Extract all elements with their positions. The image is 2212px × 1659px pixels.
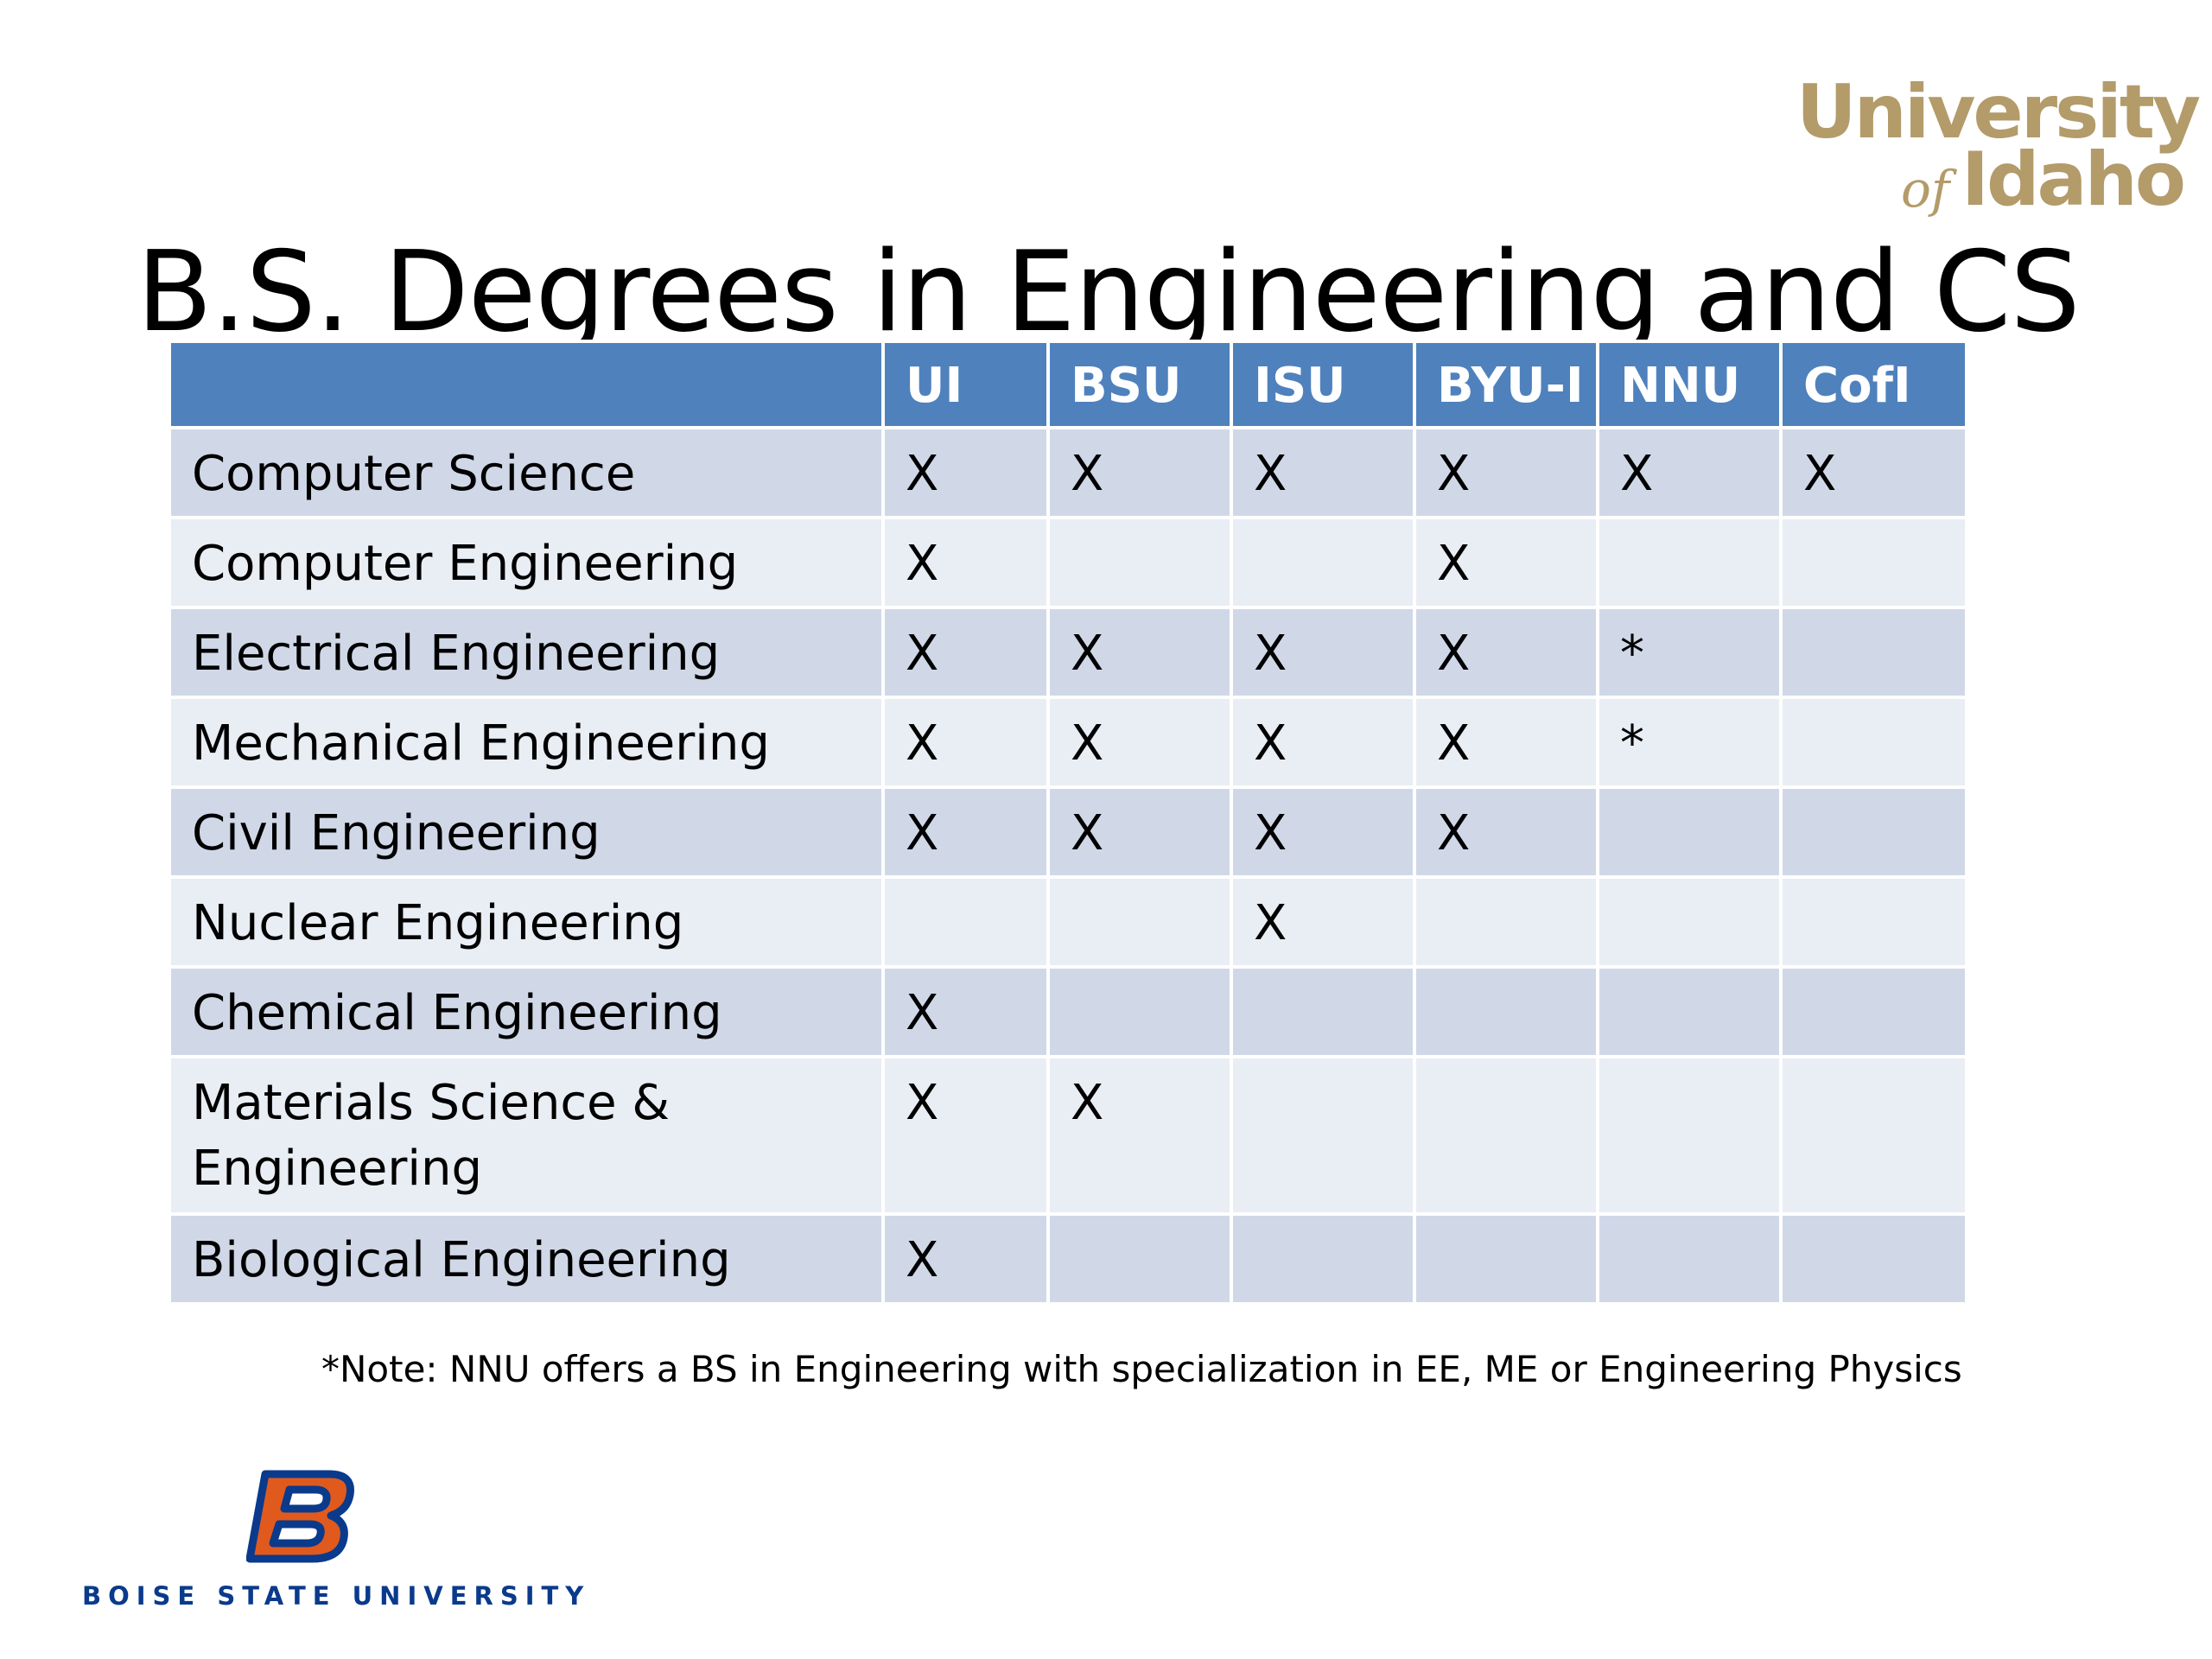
table-cell: X (1413, 426, 1599, 519)
table-cell: X (881, 426, 1050, 519)
table-cell: X (1230, 696, 1416, 789)
table-cell: X (1046, 785, 1233, 879)
table-cell: * (1596, 696, 1783, 789)
table-cell (1779, 875, 1968, 969)
degree-name: Electrical Engineering (168, 606, 885, 699)
table-cell: X (1230, 606, 1416, 699)
table-cell (1596, 1212, 1783, 1306)
table-cell: X (1413, 516, 1599, 609)
logo-idaho-word: Idaho (1961, 137, 2186, 223)
table-cell: X (1596, 426, 1783, 519)
table-cell (1596, 785, 1783, 879)
table-cell: X (1046, 426, 1233, 519)
table-cell: X (881, 965, 1050, 1058)
table-cell (1596, 516, 1783, 609)
table-cell (1230, 965, 1416, 1058)
table-row: Computer Science X X X X X X (168, 426, 1968, 519)
table-row: Civil Engineering X X X X (168, 785, 1968, 879)
table-cell: X (1046, 696, 1233, 789)
table-cell: * (1596, 606, 1783, 699)
table-cell (1779, 516, 1968, 609)
header-cell-isu: ISU (1230, 340, 1416, 429)
table-cell (1413, 1212, 1599, 1306)
degree-name: Materials Science & Engineering (168, 1055, 885, 1216)
table-cell: X (1046, 606, 1233, 699)
degree-name: Mechanical Engineering (168, 696, 885, 789)
header-cell-cofi: CofI (1779, 340, 1968, 429)
table-row: Computer Engineering X X (168, 516, 1968, 609)
header-cell-nnu: NNU (1596, 340, 1783, 429)
table-cell: X (881, 1212, 1050, 1306)
header-cell-bsu: BSU (1046, 340, 1233, 429)
boise-state-logo: BOISE STATE UNIVERSITY (82, 1469, 583, 1616)
boise-state-wordmark: BOISE STATE UNIVERSITY (82, 1581, 591, 1611)
footnote: *Note: NNU offers a BS in Engineering wi… (321, 1348, 1962, 1390)
table-cell: X (1046, 1055, 1233, 1216)
boise-state-b-icon (246, 1470, 354, 1563)
table-row: Materials Science & Engineering X X (168, 1055, 1968, 1216)
degree-name: Computer Engineering (168, 516, 885, 609)
table-cell (881, 875, 1050, 969)
table-cell (1779, 965, 1968, 1058)
degree-name: Chemical Engineering (168, 965, 885, 1058)
table-cell: X (881, 606, 1050, 699)
header-cell-ui: UI (881, 340, 1050, 429)
table-cell (1596, 965, 1783, 1058)
table-cell: X (1230, 426, 1416, 519)
table-cell (1046, 965, 1233, 1058)
table-cell (1230, 1212, 1416, 1306)
table-cell: X (881, 516, 1050, 609)
table-row: Chemical Engineering X (168, 965, 1968, 1058)
logo-of-word: of (1901, 160, 1950, 219)
header-cell-byui: BYU-I (1413, 340, 1599, 429)
table-cell (1413, 1055, 1599, 1216)
table-cell (1046, 1212, 1233, 1306)
degree-name: Civil Engineering (168, 785, 885, 879)
degrees-table: UI BSU ISU BYU-I NNU CofI Computer Scien… (168, 340, 1968, 1306)
table-row: Mechanical Engineering X X X X * (168, 696, 1968, 789)
table-cell (1779, 1212, 1968, 1306)
table-cell: X (1413, 696, 1599, 789)
table-cell: X (1230, 785, 1416, 879)
table-cell: X (881, 696, 1050, 789)
table-cell (1046, 875, 1233, 969)
table-cell: X (1779, 426, 1968, 519)
table-cell: X (881, 1055, 1050, 1216)
header-cell-blank (168, 340, 885, 429)
table-row: Biological Engineering X (168, 1212, 1968, 1306)
slide-title: B.S. Degrees in Engineering and CS (137, 227, 2081, 357)
degree-name: Computer Science (168, 426, 885, 519)
table-row: Nuclear Engineering X (168, 875, 1968, 969)
degree-name: Biological Engineering (168, 1212, 885, 1306)
table-cell (1230, 1055, 1416, 1216)
table-cell: X (1413, 606, 1599, 699)
table-cell (1779, 696, 1968, 789)
table-cell (1230, 516, 1416, 609)
table-cell (1779, 606, 1968, 699)
table-cell: X (1230, 875, 1416, 969)
table-cell (1413, 965, 1599, 1058)
table-cell (1046, 516, 1233, 609)
logo-university-word: University (1796, 69, 2201, 156)
degree-name: Nuclear Engineering (168, 875, 885, 969)
table-row: Electrical Engineering X X X X * (168, 606, 1968, 699)
table-cell (1779, 785, 1968, 879)
university-of-idaho-logo: University of Idaho (1796, 69, 2203, 225)
table-cell: X (1413, 785, 1599, 879)
table-cell: X (881, 785, 1050, 879)
table-cell (1413, 875, 1599, 969)
table-cell (1596, 1055, 1783, 1216)
table-cell (1596, 875, 1783, 969)
table-cell (1779, 1055, 1968, 1216)
table-header-row: UI BSU ISU BYU-I NNU CofI (168, 340, 1968, 429)
